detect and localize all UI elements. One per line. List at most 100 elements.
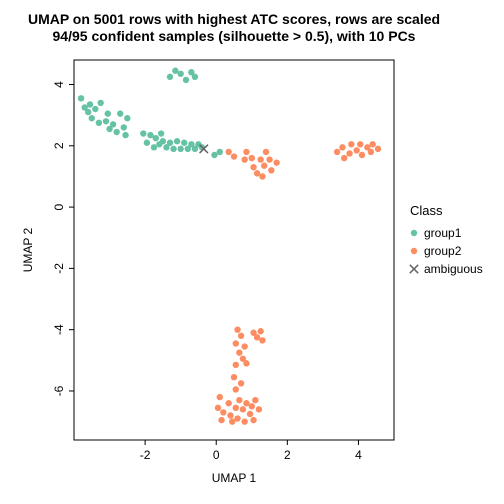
data-point [103, 118, 109, 124]
data-point [250, 417, 256, 423]
legend: Class group1group2ambiguous [410, 203, 483, 276]
data-point [218, 417, 224, 423]
data-point [273, 159, 279, 165]
data-point [113, 129, 119, 135]
data-point [217, 394, 223, 400]
data-point [151, 144, 157, 150]
data-point [266, 156, 272, 162]
legend-swatch [410, 265, 418, 273]
data-point [231, 374, 237, 380]
data-point [241, 343, 247, 349]
data-point [220, 409, 226, 415]
data-point [247, 411, 253, 417]
chart-title-line1: UMAP on 5001 rows with highest ATC score… [28, 11, 440, 27]
data-point [170, 146, 176, 152]
data-point [250, 164, 256, 170]
x-axis-label: UMAP 1 [212, 471, 257, 485]
data-point [256, 406, 262, 412]
data-point [89, 115, 95, 121]
chart-container: UMAP on 5001 rows with highest ATC score… [0, 0, 504, 504]
y-tick-label: 4 [52, 81, 66, 88]
y-axis-label: UMAP 2 [21, 227, 35, 272]
data-point [238, 333, 244, 339]
data-point [85, 109, 91, 115]
data-point [147, 132, 153, 138]
data-point [172, 68, 178, 74]
data-point [238, 380, 244, 386]
legend-title: Class [410, 203, 443, 218]
data-point [97, 100, 103, 106]
data-points [78, 68, 381, 425]
data-point [252, 397, 258, 403]
data-point [167, 74, 173, 80]
data-point [225, 149, 231, 155]
y-axis-ticks: -6-4-2024 [52, 81, 74, 396]
data-point [105, 110, 111, 116]
data-point [117, 110, 123, 116]
y-tick-label: 2 [52, 142, 66, 149]
x-tick-label: -2 [140, 448, 151, 462]
data-point [78, 95, 84, 101]
data-point [348, 141, 354, 147]
data-point [259, 337, 265, 343]
legend-swatch [411, 230, 417, 236]
data-point [174, 138, 180, 144]
data-point [241, 156, 247, 162]
data-point [359, 152, 365, 158]
data-point [121, 124, 127, 130]
data-point [192, 74, 198, 80]
data-point [183, 77, 189, 83]
x-axis-ticks: -2 0 2 4 [140, 440, 362, 462]
data-point [254, 334, 260, 340]
data-point [177, 146, 183, 152]
data-point [234, 415, 240, 421]
data-point [369, 141, 375, 147]
data-point [339, 144, 345, 150]
y-tick-label: -4 [52, 324, 66, 335]
data-point [411, 230, 417, 236]
data-point [334, 149, 340, 155]
data-point [144, 140, 150, 146]
legend-item-label: ambiguous [424, 262, 483, 276]
data-point [124, 115, 130, 121]
x-tick-label: 4 [355, 448, 362, 462]
data-point [368, 149, 374, 155]
data-point [263, 149, 269, 155]
data-point [181, 140, 187, 146]
scatter-plot: UMAP on 5001 rows with highest ATC score… [0, 0, 504, 504]
data-point [243, 149, 249, 155]
data-point [375, 146, 381, 152]
data-point [225, 400, 231, 406]
x-tick-label: 0 [213, 448, 220, 462]
data-point [167, 140, 173, 146]
data-point [233, 405, 239, 411]
y-tick-label: -6 [52, 385, 66, 396]
data-point [229, 418, 235, 424]
data-point [243, 400, 249, 406]
x-tick-label: 2 [284, 448, 291, 462]
data-point [160, 138, 166, 144]
data-point [227, 412, 233, 418]
data-point [110, 121, 116, 127]
data-point [92, 106, 98, 112]
data-point [233, 362, 239, 368]
data-point [211, 152, 217, 158]
data-point [243, 360, 249, 366]
legend-item-label: group1 [424, 226, 462, 240]
data-point [215, 405, 221, 411]
data-point [96, 120, 102, 126]
data-point [346, 150, 352, 156]
data-point [411, 248, 417, 254]
chart-title-line2: 94/95 confident samples (silhouette > 0.… [53, 28, 416, 44]
data-point [259, 173, 265, 179]
data-point [268, 167, 274, 173]
data-point [257, 156, 263, 162]
data-point [122, 132, 128, 138]
data-point [140, 130, 146, 136]
data-point [217, 149, 223, 155]
plot-panel [74, 60, 394, 440]
data-point [236, 349, 242, 355]
data-point [410, 265, 418, 273]
data-point [357, 141, 363, 147]
data-point [87, 101, 93, 107]
